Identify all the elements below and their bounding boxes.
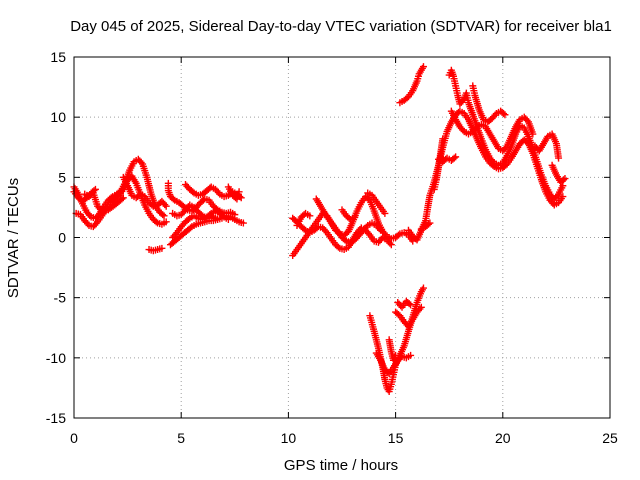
data-point-marker (559, 182, 567, 190)
data-point-marker (137, 158, 145, 166)
data-point-marker (555, 154, 563, 162)
data-point-marker (553, 192, 561, 200)
chart-title: Day 045 of 2025, Sidereal Day-to-day VTE… (70, 18, 612, 35)
data-point-marker (502, 144, 510, 152)
x-tick-label: 20 (495, 430, 511, 446)
data-point-marker (405, 300, 413, 308)
y-axis-title: SDTVAR / TECUs (5, 178, 22, 298)
data-point-marker (239, 219, 247, 227)
y-tick-label: 15 (50, 49, 66, 65)
data-point-marker (161, 201, 169, 209)
data-point-marker (84, 220, 92, 228)
data-point-marker (160, 212, 168, 220)
data-point-marker (394, 231, 402, 239)
data-point-marker (162, 202, 170, 210)
data-point-marker (381, 209, 389, 217)
data-point-marker (439, 135, 447, 143)
data-point-marker (306, 212, 314, 220)
data-point-marker (392, 351, 400, 359)
y-tick-label: 5 (58, 169, 66, 185)
data-point-marker (197, 211, 205, 219)
data-point-marker (419, 63, 427, 71)
data-point-marker (523, 116, 531, 124)
y-tick-label: -15 (46, 410, 66, 426)
data-point-marker (300, 225, 308, 233)
x-tick-label: 25 (602, 430, 618, 446)
data-point-marker (452, 153, 460, 161)
data-point-marker (417, 303, 425, 311)
x-tick-label: 15 (388, 430, 404, 446)
data-point-marker (559, 193, 567, 201)
data-point-marker (341, 236, 349, 244)
data-point-marker (501, 111, 509, 119)
data-point-marker (416, 305, 424, 313)
data-point-marker (407, 301, 415, 309)
data-point-marker (224, 215, 232, 223)
data-point-marker (184, 215, 192, 223)
data-point-marker (162, 218, 170, 226)
x-tick-label: 10 (281, 430, 297, 446)
data-point-marker (186, 224, 194, 232)
x-axis-title: GPS time / hours (284, 457, 398, 474)
data-point-marker (489, 157, 497, 165)
data-point-marker (472, 124, 480, 132)
data-point-marker (387, 241, 395, 249)
y-tick-label: 0 (58, 230, 66, 246)
data-markers (70, 63, 569, 396)
data-point-marker (212, 214, 220, 222)
data-point-marker (424, 220, 432, 228)
x-tick-labels: 0 5 10 15 20 25 (70, 430, 618, 446)
data-point-marker (529, 130, 537, 138)
data-point-marker (169, 195, 177, 203)
data-point-marker (152, 218, 160, 226)
y-tick-label: -5 (54, 290, 67, 306)
data-point-marker (235, 188, 243, 196)
data-point-marker (407, 351, 415, 359)
data-point-marker (491, 111, 499, 119)
y-tick-labels: -15 -10 -5 0 5 10 15 (46, 49, 66, 426)
data-point-marker (96, 205, 104, 213)
data-point-marker (426, 219, 434, 227)
data-point-marker (219, 212, 227, 220)
data-point-marker (92, 219, 100, 227)
y-tick-label: 10 (50, 109, 66, 125)
data-point-marker (158, 244, 166, 252)
data-point-marker (419, 284, 427, 292)
data-point-marker (91, 185, 99, 193)
y-tick-label: -10 (46, 350, 66, 366)
data-point-marker (375, 225, 383, 233)
x-tick-label: 5 (177, 430, 185, 446)
data-point-marker (377, 226, 385, 234)
data-point-marker (119, 194, 127, 202)
data-point-marker (450, 154, 458, 162)
data-point-marker (214, 189, 222, 197)
data-point-marker (459, 126, 467, 134)
data-point-marker (118, 195, 126, 203)
data-point-marker (334, 243, 342, 251)
data-point-marker (171, 230, 179, 238)
data-point-marker (500, 110, 508, 118)
data-point-marker (159, 211, 167, 219)
data-point-marker (86, 211, 94, 219)
data-point-marker (364, 229, 372, 237)
data-point-marker (560, 176, 568, 184)
data-point-marker (561, 175, 569, 183)
data-point-marker (322, 227, 330, 235)
data-point-marker (362, 223, 370, 231)
axis-ticks (73, 56, 611, 419)
x-tick-label: 0 (70, 430, 78, 446)
data-point-marker (351, 213, 359, 221)
data-point-marker (386, 239, 394, 247)
data-point-marker (189, 188, 197, 196)
